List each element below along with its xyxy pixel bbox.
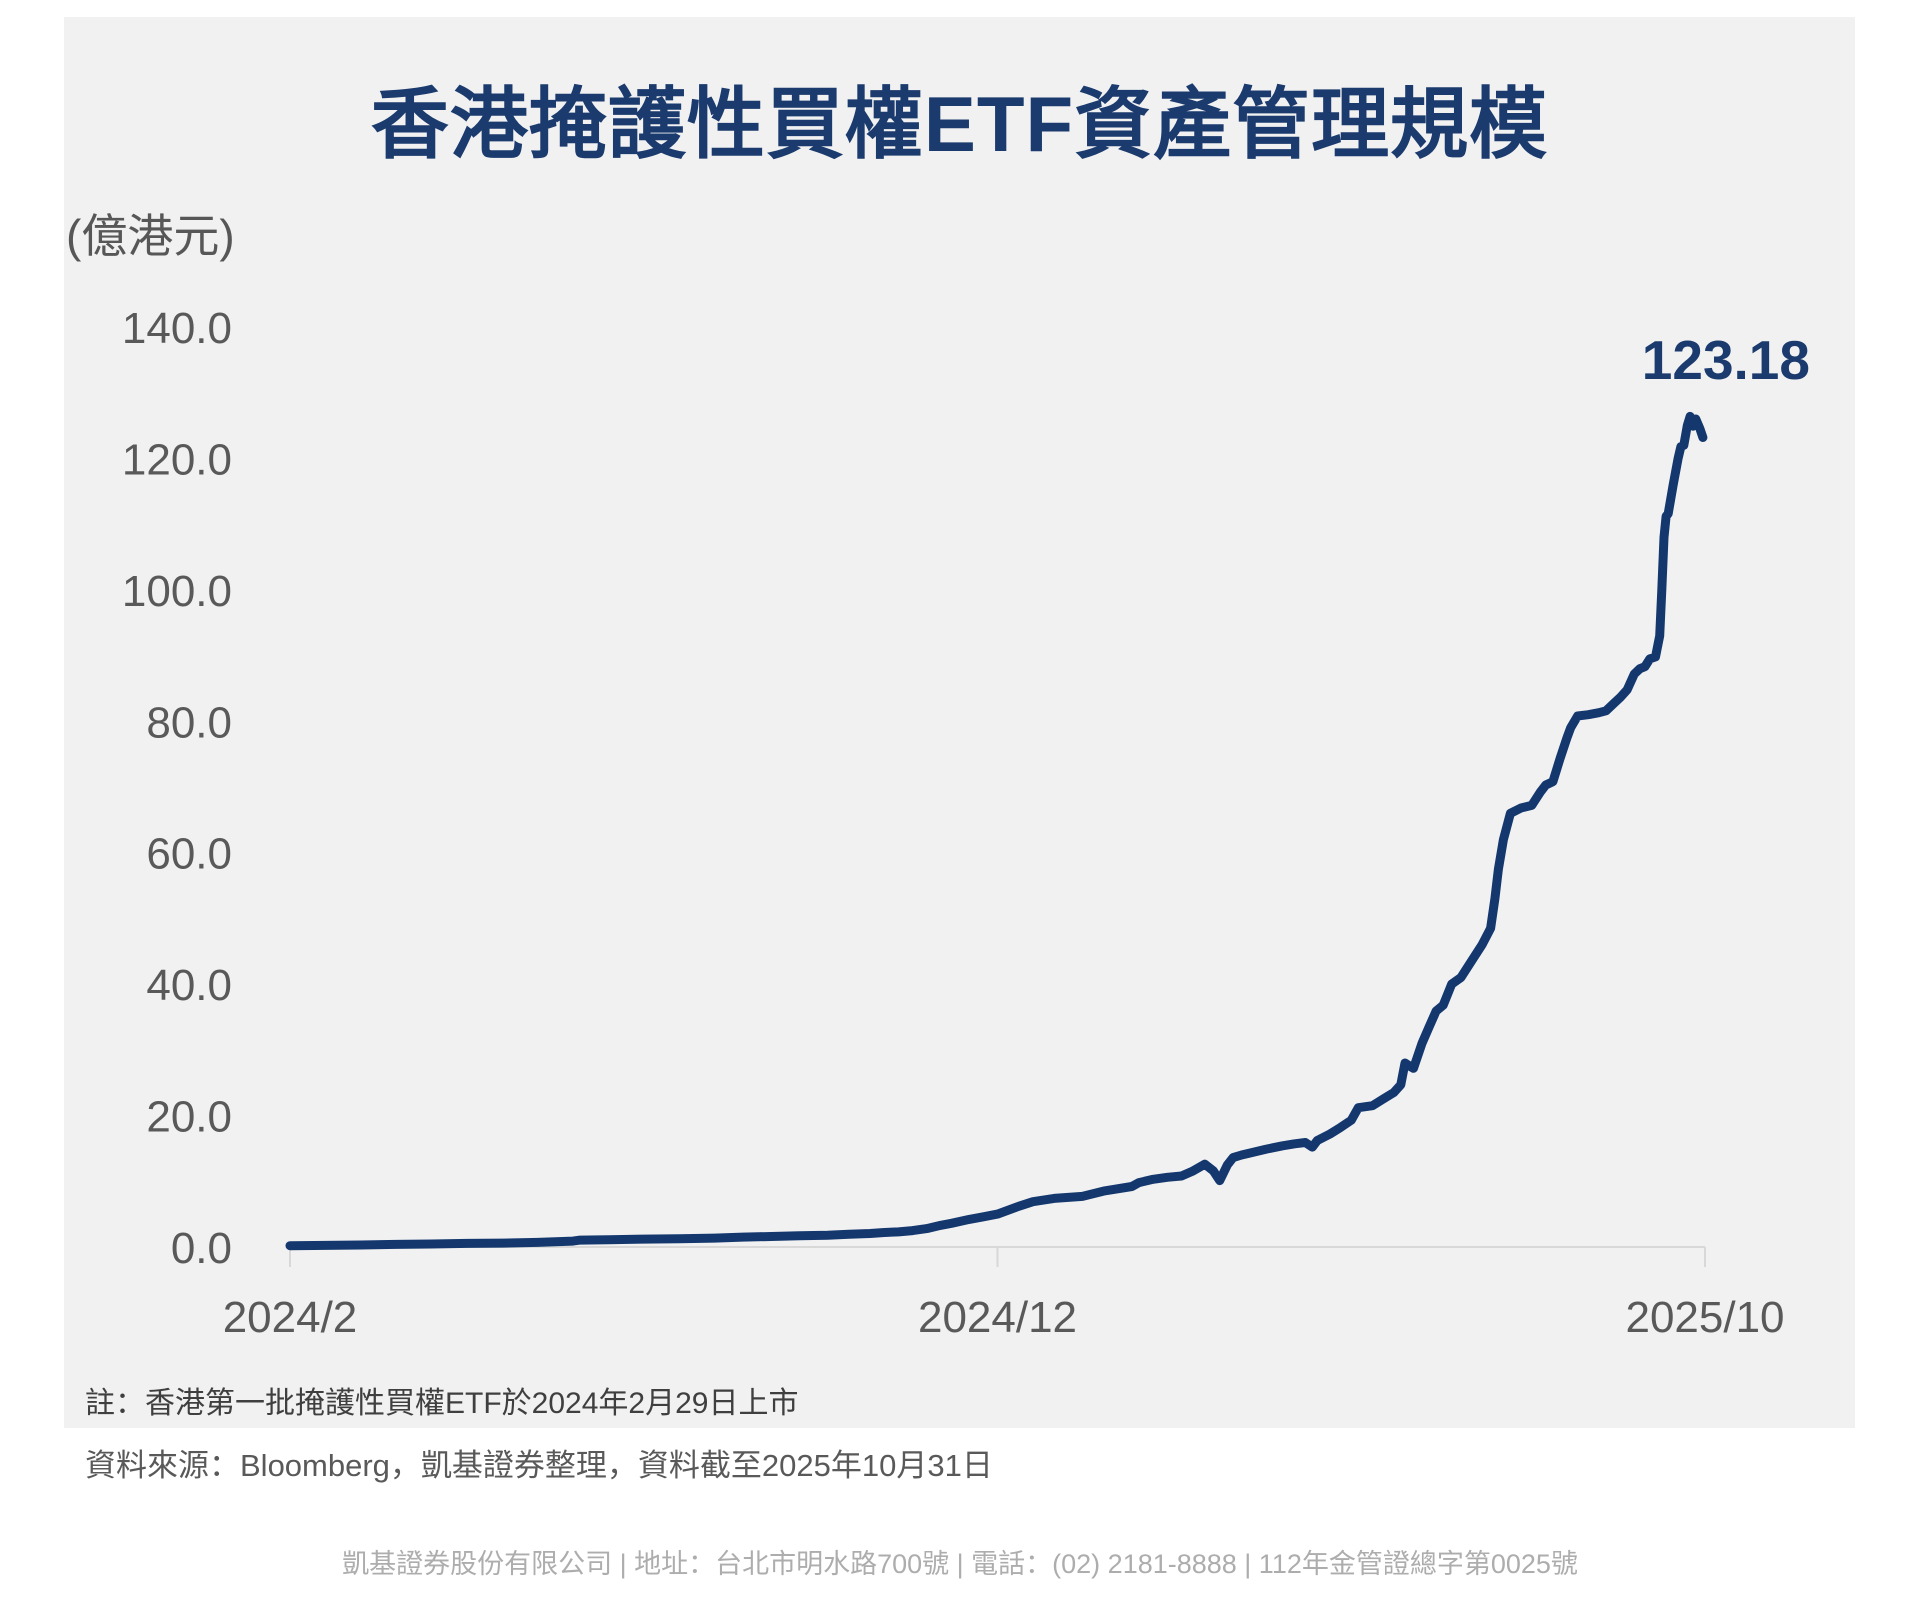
- aum-line-series: [285, 411, 1708, 1251]
- y-tick-label: 140.0: [122, 304, 232, 353]
- y-tick-label: 20.0: [146, 1093, 232, 1142]
- y-tick-label: 100.0: [122, 567, 232, 616]
- last-value-label: 123.18: [1641, 329, 1810, 391]
- chart-card: [64, 17, 1855, 1428]
- data-source-text: 資料來源：Bloomberg，凱基證券整理，資料截至2025年10月31日: [85, 1448, 993, 1483]
- chart-title: 香港掩護性買權ETF資產管理規模: [370, 80, 1549, 168]
- y-tick-label: 60.0: [146, 830, 232, 879]
- company-footer: 凱基證券股份有限公司 | 地址：台北市明水路700號 | 電話：(02) 218…: [342, 1549, 1578, 1579]
- y-tick-label: 80.0: [146, 698, 232, 747]
- y-axis-unit-label: (億港元): [66, 210, 235, 262]
- y-tick-label: 40.0: [146, 961, 232, 1010]
- y-tick-label: 0.0: [171, 1224, 232, 1273]
- y-tick-label: 120.0: [122, 435, 232, 484]
- x-tick-label: 2024/12: [918, 1293, 1077, 1342]
- chart-footnote: 註：香港第一批掩護性買權ETF於2024年2月29日上市: [85, 1387, 799, 1420]
- x-tick-label: 2024/2: [223, 1293, 358, 1342]
- x-tick-label: 2025/10: [1625, 1293, 1784, 1342]
